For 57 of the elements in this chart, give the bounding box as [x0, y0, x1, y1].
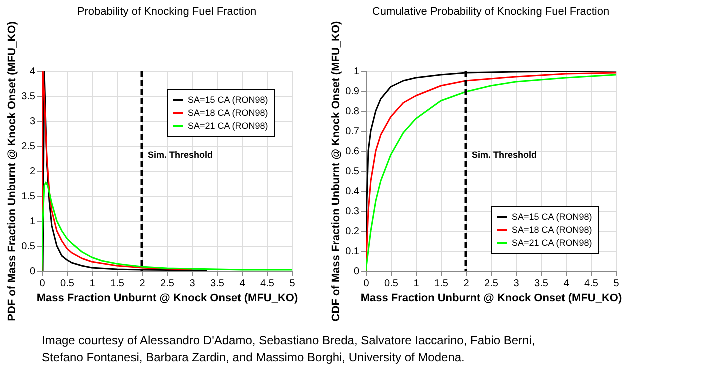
y-tick-label: 1	[30, 216, 36, 228]
ref-line-label: Sim. Threshold	[472, 150, 538, 160]
x-tick-label: 2	[140, 278, 146, 290]
y-tick-label: 0	[30, 266, 36, 278]
x-tick-label: 1	[90, 278, 96, 290]
x-tick-label: 1	[414, 278, 420, 290]
x-tick-label: 4.5	[260, 278, 275, 290]
x-tick-label: 0.5	[60, 278, 75, 290]
x-tick-label: 0.5	[384, 278, 399, 290]
y-tick-label: 1	[354, 66, 360, 78]
y-tick-label: 0.8	[346, 106, 360, 118]
x-tick-label: 2.5	[160, 278, 175, 290]
x-tick-label: 4	[564, 278, 570, 290]
x-tick-label: 4	[240, 278, 246, 290]
y-tick-label: 4	[30, 66, 36, 78]
y-axis-title: CDF of Mass Fraction Unburnt @ Knock Onset (MFU_KO)	[330, 20, 343, 322]
y-tick-label: 3.5	[22, 92, 36, 102]
y-tick-label: 1.5	[22, 192, 36, 202]
legend-label: SA=18 CA (RON98)	[512, 225, 592, 235]
y-tick-label: 0.5	[22, 242, 36, 252]
y-tick-label: 0.3	[346, 206, 360, 218]
legend-label: SA=21 CA (RON98)	[512, 238, 592, 248]
y-tick-label: 0.2	[346, 226, 360, 238]
y-tick-label: 0	[354, 266, 360, 278]
y-tick-label: 2.5	[22, 142, 36, 152]
x-tick-label: 5	[614, 278, 620, 290]
x-tick-label: 4.5	[584, 278, 599, 290]
x-tick-label: 5	[290, 278, 296, 290]
y-axis-title: PDF of Mass Fraction Unburnt @ Knock Onset (MFU_KO)	[6, 21, 19, 322]
text: Image courtesy of Alessandro D'Adamo, Sebastiano Breda, Salvatore Iaccarino, Fabio Berni, Stefano Fontanesi, Barbara Zardin, and Massimo Borghi, University of Modena.	[42, 334, 536, 364]
y-tick-label: 0.9	[346, 86, 360, 98]
legend-label: SA=15 CA (RON98)	[512, 212, 592, 222]
x-tick-label: 2	[464, 278, 470, 290]
y-tick-label: 2	[30, 166, 36, 178]
chart-title: Cumulative Probability of Knocking Fuel Fraction	[372, 6, 610, 18]
y-tick-label: 0.4	[346, 186, 360, 198]
ref-line-label: Sim. Threshold	[148, 150, 214, 160]
legend-label: SA=15 CA (RON98)	[188, 95, 268, 105]
x-tick-label: 0	[40, 278, 46, 290]
chart-title: Probability of Knocking Fuel Fraction	[77, 6, 257, 18]
x-tick-label: 3	[190, 278, 196, 290]
y-tick-label: 3	[30, 116, 36, 128]
x-axis-title: Mass Fraction Unburnt @ Knock Onset (MFU_KO)	[360, 292, 622, 304]
x-tick-label: 3.5	[534, 278, 549, 290]
y-tick-label: 0.1	[346, 246, 360, 258]
x-axis-title: Mass Fraction Unburnt @ Knock Onset (MFU_KO)	[36, 292, 298, 304]
legend-label: SA=21 CA (RON98)	[188, 121, 268, 131]
x-tick-label: 3.5	[210, 278, 225, 290]
x-tick-label: 2.5	[484, 278, 499, 290]
legend-label: SA=18 CA (RON98)	[188, 108, 268, 118]
y-tick-label: 0.6	[346, 146, 360, 158]
y-tick-label: 0.7	[346, 126, 360, 138]
x-tick-label: 3	[514, 278, 520, 290]
x-tick-label: 1.5	[434, 278, 449, 290]
x-tick-label: 1.5	[110, 278, 125, 290]
y-tick-label: 0.5	[346, 166, 360, 178]
x-tick-label: 0	[364, 278, 370, 290]
